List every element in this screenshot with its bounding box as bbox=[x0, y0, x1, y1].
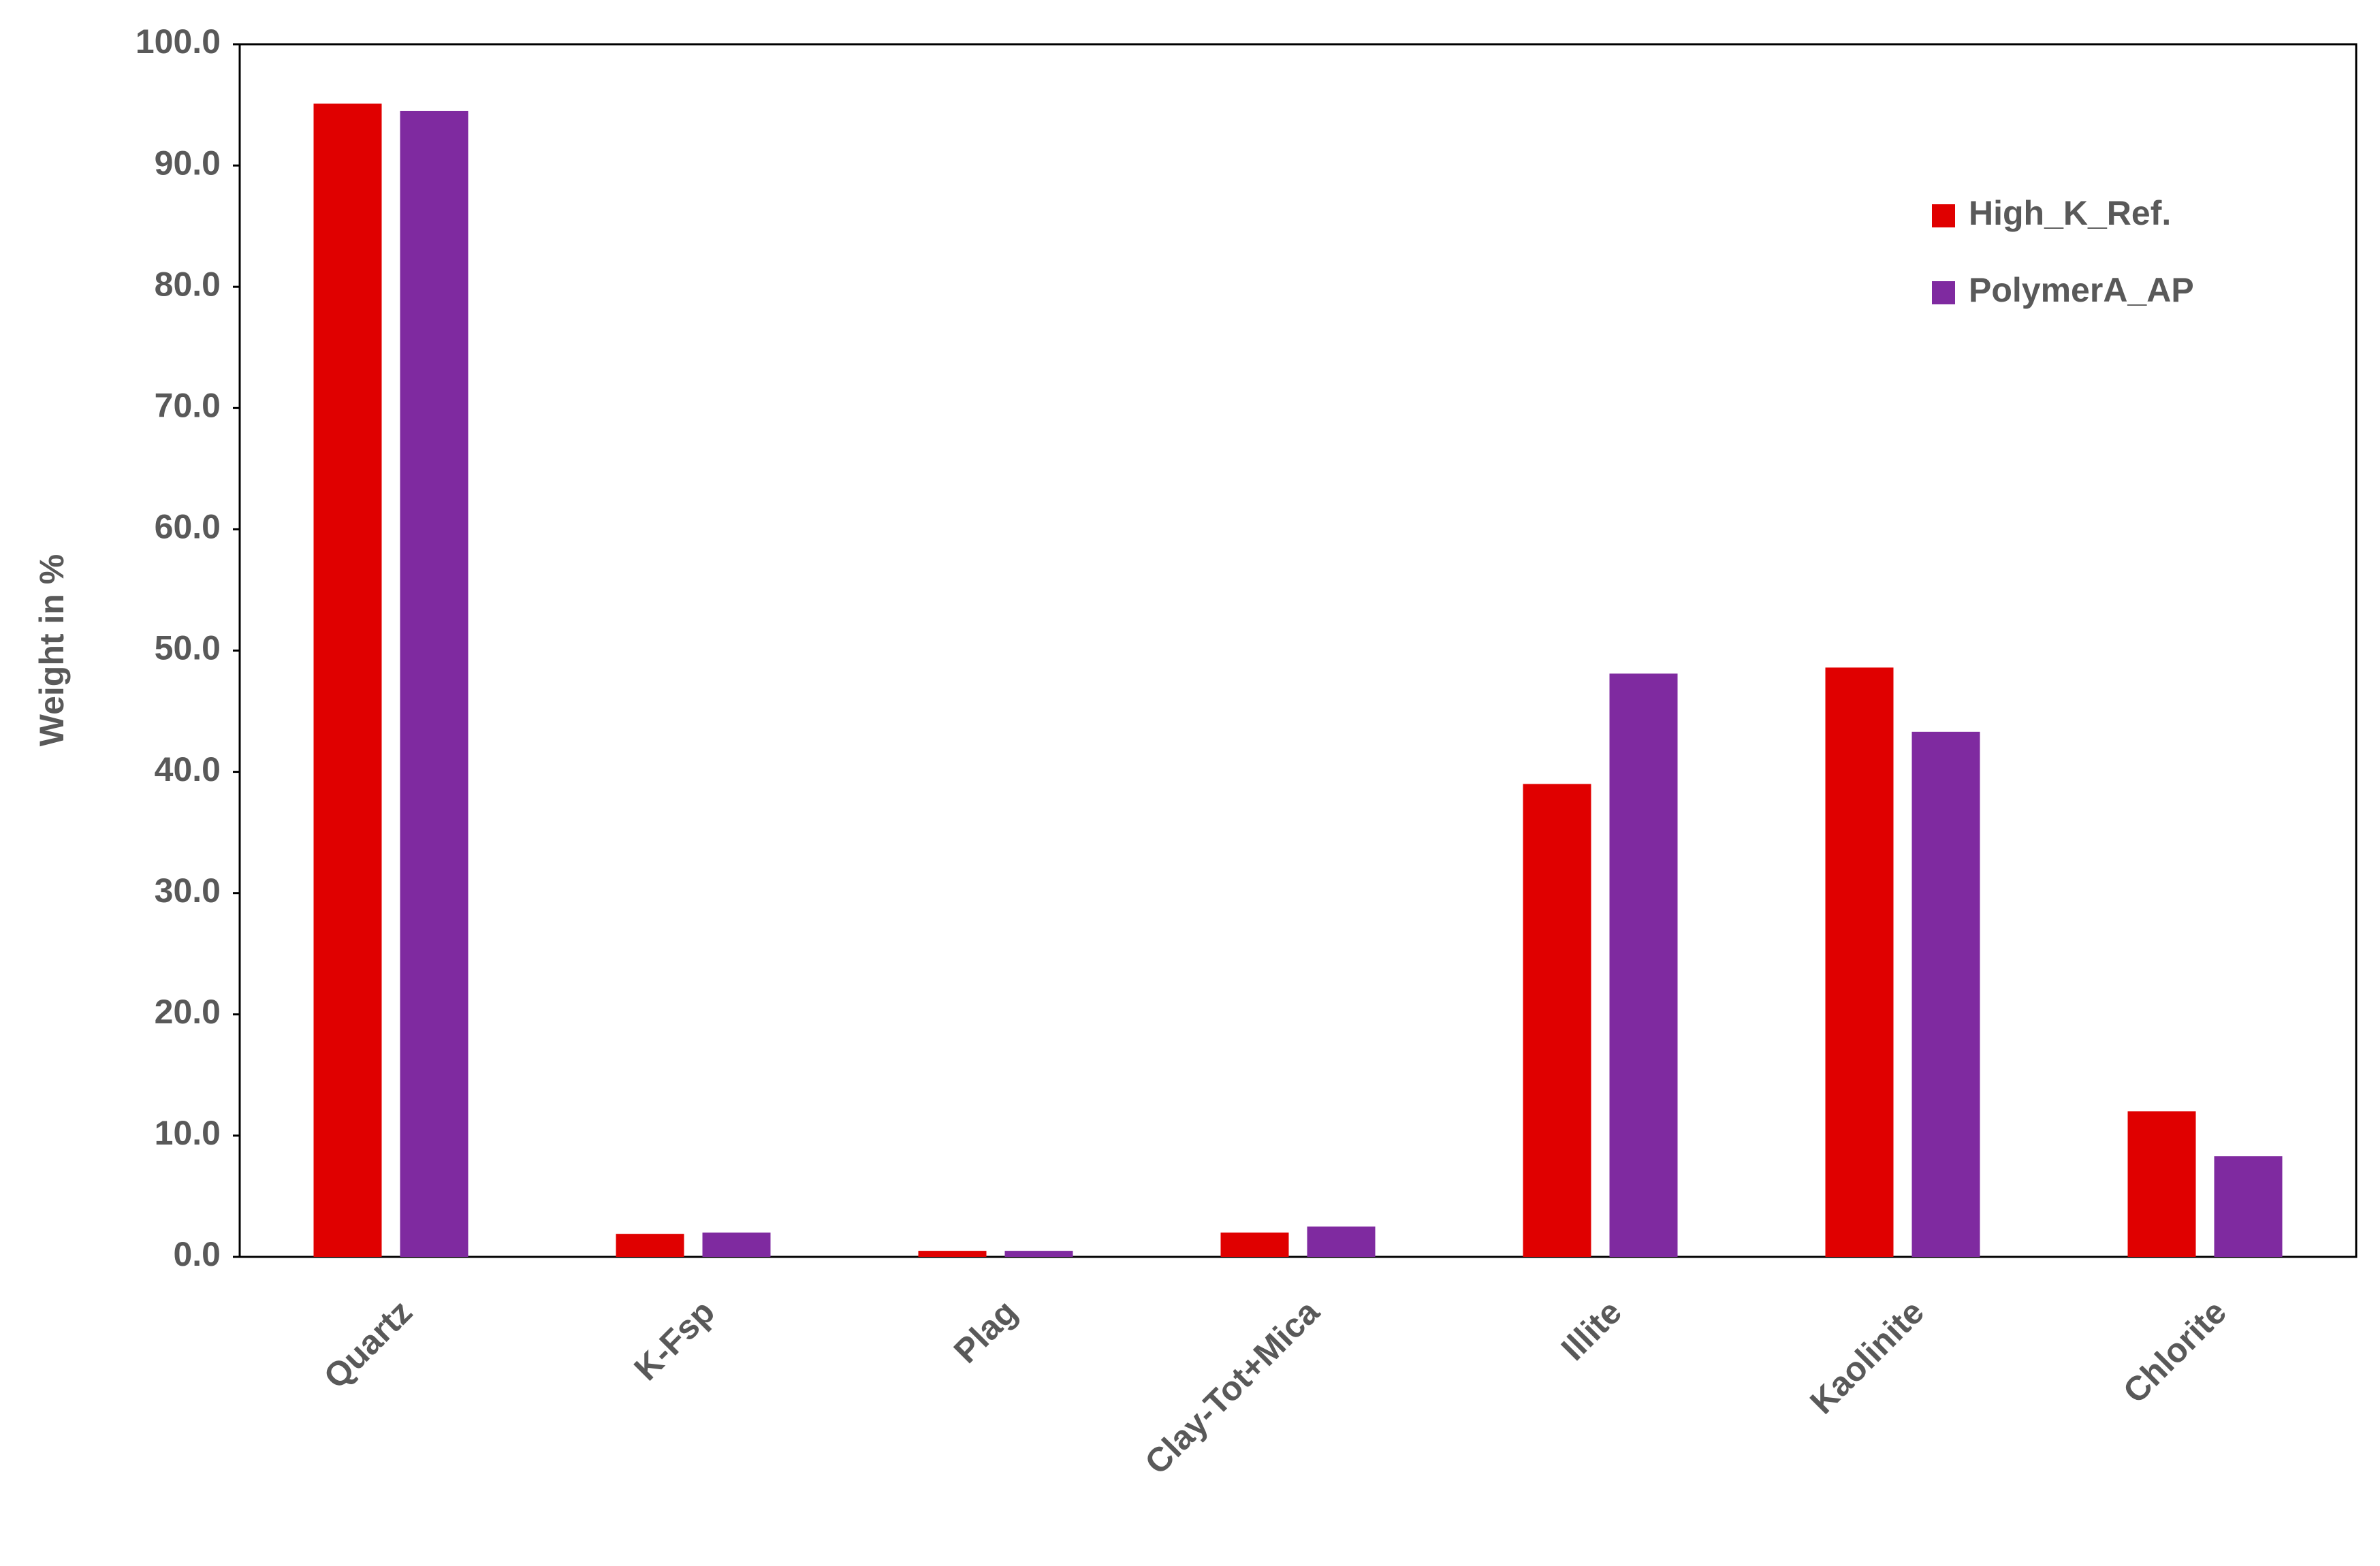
legend-label: PolymerA_AP bbox=[1969, 271, 2194, 309]
y-tick-label: 20.0 bbox=[155, 993, 221, 1031]
bar bbox=[918, 1251, 987, 1257]
bar bbox=[1825, 667, 1894, 1257]
x-tick-label: Illite bbox=[1554, 1293, 1629, 1368]
bar bbox=[702, 1232, 771, 1257]
legend-swatch bbox=[1932, 204, 1955, 227]
bar bbox=[1911, 731, 1980, 1257]
bar bbox=[313, 103, 382, 1257]
bar bbox=[1220, 1232, 1289, 1257]
y-tick-label: 100.0 bbox=[136, 22, 221, 61]
y-tick-label: 10.0 bbox=[155, 1114, 221, 1152]
bar bbox=[1004, 1251, 1073, 1257]
bar bbox=[1609, 673, 1678, 1257]
x-tick-label: Kaolinite bbox=[1803, 1293, 1931, 1422]
y-tick-label: 30.0 bbox=[155, 872, 221, 910]
bar bbox=[1307, 1226, 1376, 1257]
y-tick-label: 90.0 bbox=[155, 144, 221, 182]
bar bbox=[2214, 1156, 2283, 1257]
x-tick-label: Quartz bbox=[317, 1293, 420, 1396]
legend-swatch bbox=[1932, 281, 1955, 304]
x-tick-label: Chlorite bbox=[2116, 1293, 2234, 1411]
x-tick-label: Clay-Tot+Mica bbox=[1137, 1292, 1327, 1482]
y-tick-label: 60.0 bbox=[155, 508, 221, 546]
x-tick-label: Plag bbox=[947, 1293, 1024, 1371]
y-tick-label: 40.0 bbox=[155, 750, 221, 788]
y-tick-label: 80.0 bbox=[155, 265, 221, 303]
y-tick-label: 70.0 bbox=[155, 387, 221, 425]
bar bbox=[2127, 1111, 2196, 1257]
y-axis-label: Weight in % bbox=[33, 554, 71, 746]
y-tick-label: 50.0 bbox=[155, 629, 221, 667]
legend-label: High_K_Ref. bbox=[1969, 194, 2171, 232]
bar bbox=[616, 1234, 684, 1257]
bar bbox=[1523, 784, 1591, 1257]
bar bbox=[400, 110, 469, 1258]
y-tick-label: 0.0 bbox=[173, 1235, 221, 1273]
x-tick-label: K-Fsp bbox=[626, 1293, 722, 1388]
